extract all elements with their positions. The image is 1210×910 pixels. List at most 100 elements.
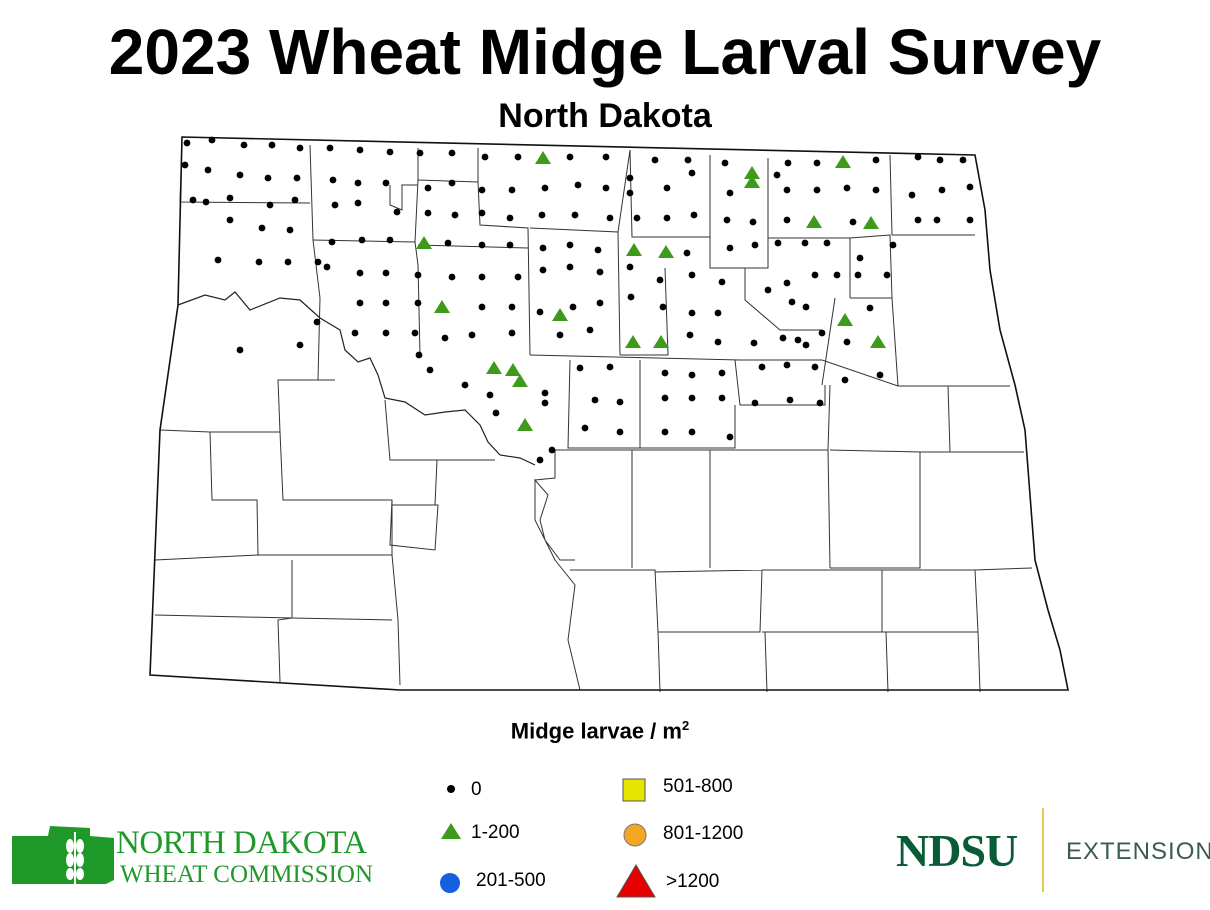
survey-point-zero: [214, 256, 222, 264]
survey-point-zero: [889, 241, 897, 249]
survey-point-zero: [478, 209, 486, 217]
survey-point-zero: [486, 391, 494, 399]
survey-point-1-200: [517, 418, 533, 431]
survey-point-zero: [566, 241, 574, 249]
survey-point-1-200: [505, 363, 521, 376]
survey-point-zero: [386, 148, 394, 156]
survey-point-zero: [508, 329, 516, 337]
survey-point-zero: [801, 239, 809, 247]
survey-point-1-200: [653, 335, 669, 348]
survey-point-zero: [539, 244, 547, 252]
survey-point-zero: [448, 149, 456, 157]
survey-point-zero: [541, 389, 549, 397]
survey-point-zero: [478, 186, 486, 194]
survey-point-zero: [656, 276, 664, 284]
survey-point-zero: [293, 174, 301, 182]
wheat-commission-line2: WHEAT COMMISSION: [120, 861, 374, 888]
survey-point-zero: [539, 266, 547, 274]
survey-point-zero: [536, 456, 544, 464]
missouri-river: [177, 291, 536, 466]
survey-point-zero: [331, 201, 339, 209]
legend-label-1-200: 1-200: [471, 822, 520, 843]
logo-divider: [1042, 808, 1044, 892]
survey-point-zero: [181, 161, 189, 169]
survey-point-zero: [841, 376, 849, 384]
legend-red-triangle-icon: [616, 864, 656, 898]
survey-point-zero: [356, 269, 364, 277]
survey-point-zero: [849, 218, 857, 226]
survey-point-zero: [688, 169, 696, 177]
survey-point-zero: [266, 201, 274, 209]
survey-point-zero: [291, 196, 299, 204]
survey-point-1-200: [512, 374, 528, 387]
survey-point-zero: [908, 191, 916, 199]
survey-point-zero: [959, 156, 967, 164]
survey-point-zero: [393, 208, 401, 216]
survey-point-zero: [236, 171, 244, 179]
survey-point-zero: [750, 339, 758, 347]
survey-point-zero: [415, 351, 423, 359]
survey-point-zero: [356, 299, 364, 307]
survey-point-zero: [478, 241, 486, 249]
survey-point-zero: [633, 214, 641, 222]
survey-point-zero: [626, 263, 634, 271]
survey-point-zero: [586, 326, 594, 334]
legend-label-501-800: 501-800: [663, 776, 733, 797]
survey-point-zero: [784, 159, 792, 167]
survey-point-zero: [723, 216, 731, 224]
survey-point-zero: [356, 146, 364, 154]
survey-point-zero: [606, 363, 614, 371]
survey-point-zero: [326, 144, 334, 152]
survey-point-1-200: [658, 245, 674, 258]
legend-dot-icon: [447, 785, 455, 793]
survey-point-zero: [606, 214, 614, 222]
survey-point-zero: [726, 189, 734, 197]
survey-point-zero: [718, 278, 726, 286]
survey-point-zero: [571, 211, 579, 219]
survey-point-zero: [313, 318, 321, 326]
survey-point-zero: [386, 236, 394, 244]
survey-point-zero: [802, 341, 810, 349]
survey-point-1-200: [806, 215, 822, 228]
survey-point-zero: [816, 399, 824, 407]
survey-point-zero: [602, 153, 610, 161]
survey-point-zero: [616, 398, 624, 406]
survey-point-zero: [688, 428, 696, 436]
survey-point-zero: [602, 184, 610, 192]
survey-point-zero: [802, 303, 810, 311]
survey-point-zero: [627, 293, 635, 301]
survey-point-zero: [411, 329, 419, 337]
survey-point-zero: [358, 236, 366, 244]
survey-point-1-200: [625, 335, 641, 348]
survey-point-zero: [492, 409, 500, 417]
survey-point-zero: [774, 239, 782, 247]
survey-point-zero: [813, 159, 821, 167]
survey-point-zero: [354, 199, 362, 207]
survey-point-zero: [328, 238, 336, 246]
survey-point-zero: [843, 184, 851, 192]
survey-point-zero: [718, 394, 726, 402]
survey-point-zero: [448, 273, 456, 281]
survey-point-zero: [204, 166, 212, 174]
extension-label: EXTENSION: [1066, 838, 1210, 865]
survey-point-1-200: [870, 335, 886, 348]
wheat-commission-line1: NORTH DAKOTA: [116, 825, 367, 861]
survey-point-zero: [883, 271, 891, 279]
survey-point-zero: [208, 136, 216, 144]
survey-point-zero: [566, 263, 574, 271]
survey-point-1-200: [744, 166, 760, 179]
survey-point-zero: [661, 428, 669, 436]
survey-point-zero: [461, 381, 469, 389]
survey-point-zero: [296, 144, 304, 152]
survey-point-zero: [686, 331, 694, 339]
survey-point-zero: [833, 271, 841, 279]
survey-point-zero: [661, 394, 669, 402]
legend-blue-circle-icon: [440, 873, 460, 893]
survey-point-zero: [856, 254, 864, 262]
legend-green-triangle-icon: [441, 823, 461, 839]
county-boundaries: [154, 139, 1033, 693]
survey-point-zero: [424, 184, 432, 192]
legend-title-superscript: 2: [681, 718, 690, 733]
survey-point-zero: [284, 258, 292, 266]
survey-point-zero: [764, 286, 772, 294]
